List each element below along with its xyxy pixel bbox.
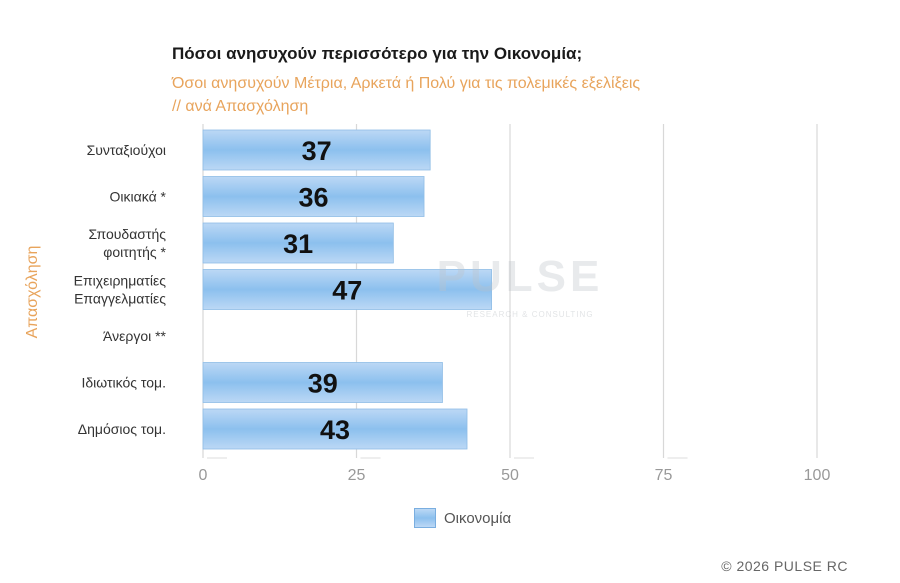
x-tick-label: 0 <box>199 467 208 484</box>
category-label: Συνταξιούχοι <box>87 142 166 158</box>
bar <box>202 222 394 264</box>
bar <box>202 129 431 171</box>
watermark-logo: PULSE <box>436 252 604 301</box>
legend-label: Οικονομία <box>444 509 512 527</box>
category-label: Ιδιωτικός τομ. <box>82 375 167 391</box>
legend-swatch <box>414 508 436 528</box>
bar <box>202 362 443 403</box>
x-tick-label: 25 <box>348 467 366 484</box>
bar-value-label: 37 <box>302 136 332 166</box>
bar <box>202 408 468 450</box>
chart-title: Πόσοι ανησυχούν περισσότερο για την Οικο… <box>172 44 583 63</box>
bar-value-label: 43 <box>320 415 350 445</box>
bar-value-label: 39 <box>308 369 338 399</box>
bar-value-label: 36 <box>298 183 328 213</box>
category-label: Άνεργοι ** <box>103 328 167 344</box>
x-tick-label: 100 <box>804 467 831 484</box>
x-tick-label: 50 <box>501 467 519 484</box>
category-label: Επιχειρηματίες Επαγγελματίες <box>74 273 167 307</box>
chart-subtitle: Όσοι ανησυχούν Μέτρια, Αρκετά ή Πολύ για… <box>172 75 641 115</box>
bar-value-label: 47 <box>332 276 362 306</box>
bar-value-label: 31 <box>283 229 313 259</box>
bar <box>202 176 425 217</box>
category-label: Οικιακά * <box>110 189 167 205</box>
category-label: Σπουδαστής φοιτητής * <box>89 226 167 260</box>
watermark-subtitle: RESEARCH & CONSULTING <box>466 310 594 319</box>
bar <box>202 269 492 310</box>
category-label: Δημόσιος τομ. <box>78 421 166 437</box>
chart-legend: Οικονομία <box>414 508 511 528</box>
copyright-notice: © 2026 PULSE RC <box>721 558 848 574</box>
x-tick-label: 75 <box>655 467 673 484</box>
